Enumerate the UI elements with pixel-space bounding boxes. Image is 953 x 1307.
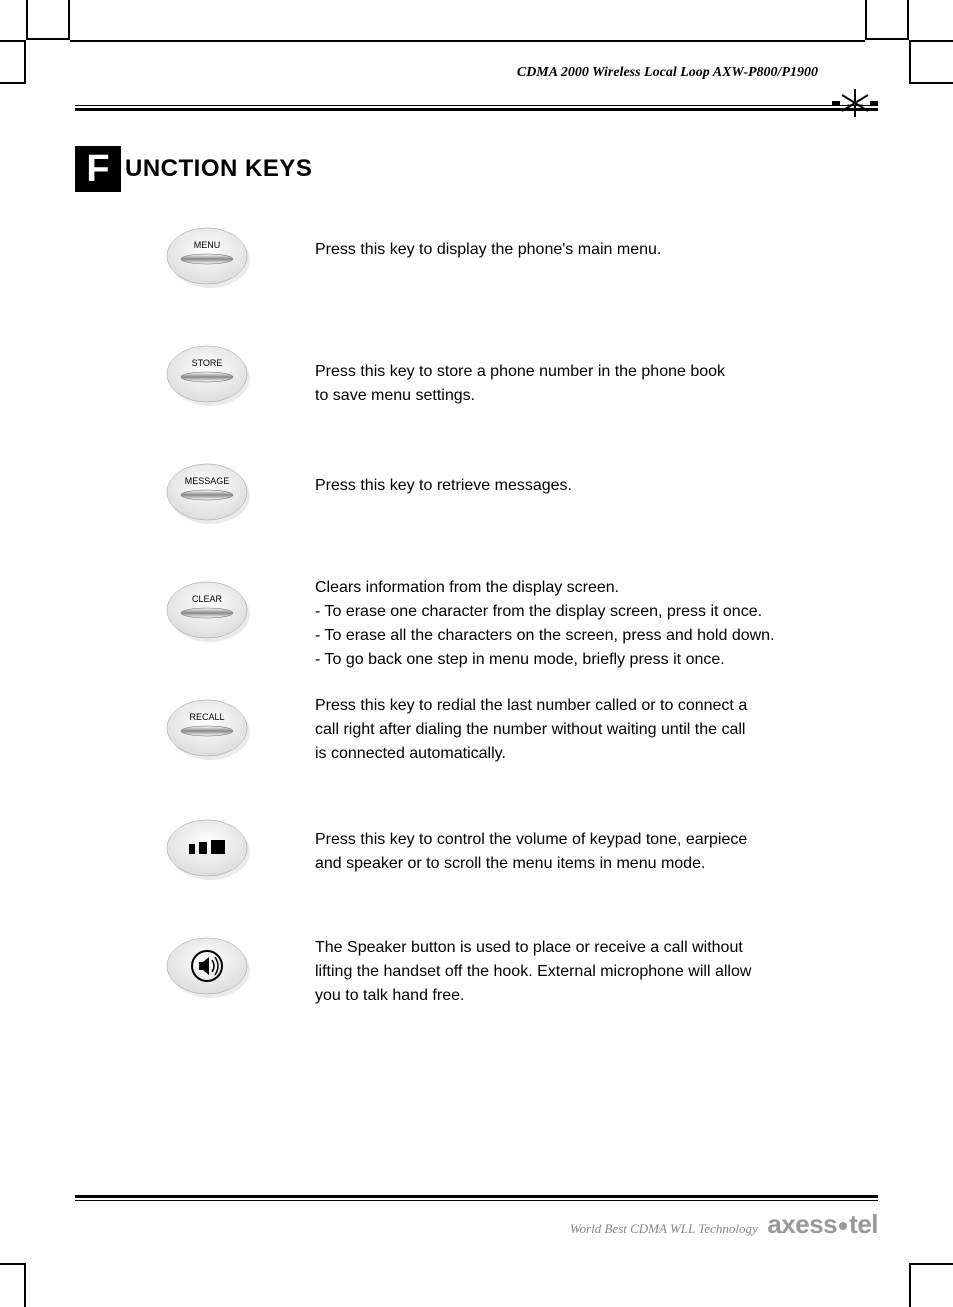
button-label: STORE: [192, 358, 223, 368]
footer-brand: axesstel: [767, 1209, 878, 1239]
button-label: CLEAR: [192, 594, 223, 604]
page-content: CDMA 2000 Wireless Local Loop AXW-P800/P…: [75, 65, 878, 1240]
store-description: Press this key to store a phone number i…: [265, 340, 878, 408]
footer-slogan: World Best CDMA WLL Technology: [570, 1221, 758, 1236]
title-rest: UNCTION KEYS: [125, 155, 312, 183]
button-label: MESSAGE: [185, 476, 230, 486]
speaker-description: The Speaker button is used to place or r…: [265, 932, 878, 1008]
key-row-speaker: The Speaker button is used to place or r…: [155, 932, 878, 1008]
header-rule: [75, 105, 878, 111]
volume-description: Press this key to control the volume of …: [265, 814, 878, 876]
store-button-icon: STORE: [155, 340, 265, 410]
footer-text: World Best CDMA WLL Technology axesstel: [75, 1209, 878, 1240]
key-row-recall: RECALL Press this key to redial the last…: [155, 694, 878, 766]
speaker-button-icon: [155, 932, 265, 1002]
key-row-clear: CLEAR Clears information from the displa…: [155, 576, 878, 672]
button-label: RECALL: [189, 712, 224, 722]
brand-star-icon: axess•tel: [832, 85, 878, 121]
logo-text: axess•tel: [847, 102, 863, 107]
header-product-line: CDMA 2000 Wireless Local Loop AXW-P800/P…: [75, 65, 878, 81]
clear-button-icon: CLEAR: [155, 576, 265, 646]
button-label: MENU: [194, 240, 221, 250]
menu-button-icon: MENU: [155, 222, 265, 292]
recall-button-icon: RECALL: [155, 694, 265, 764]
key-row-store: STORE Press this key to store a phone nu…: [155, 340, 878, 410]
footer: World Best CDMA WLL Technology axesstel: [75, 1195, 878, 1240]
key-row-message: MESSAGE Press this key to retrieve messa…: [155, 458, 878, 528]
header: CDMA 2000 Wireless Local Loop AXW-P800/P…: [75, 65, 878, 105]
volume-button-icon: [155, 814, 265, 884]
clear-description: Clears information from the display scre…: [265, 576, 878, 672]
section-title: F UNCTION KEYS: [75, 146, 878, 192]
message-description: Press this key to retrieve messages.: [265, 458, 878, 498]
title-dropcap: F: [75, 146, 121, 192]
function-keys-list: MENU Press this key to display the phone…: [75, 222, 878, 1008]
message-button-icon: MESSAGE: [155, 458, 265, 528]
recall-description: Press this key to redial the last number…: [265, 694, 878, 766]
key-row-menu: MENU Press this key to display the phone…: [155, 222, 878, 292]
key-row-volume: Press this key to control the volume of …: [155, 814, 878, 884]
menu-description: Press this key to display the phone's ma…: [265, 222, 878, 262]
